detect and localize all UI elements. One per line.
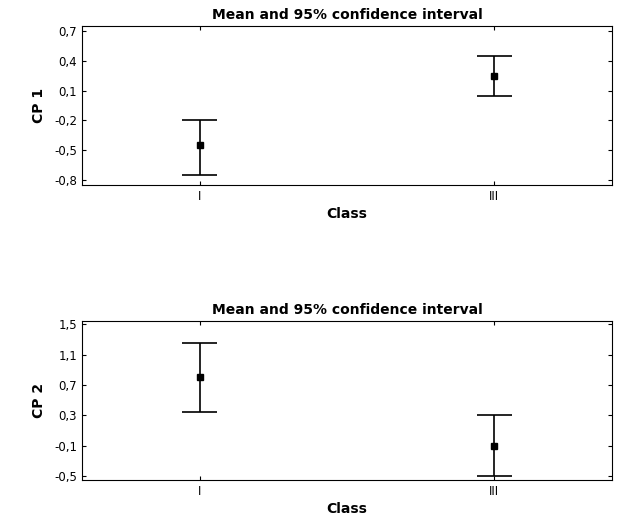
Title: Mean and 95% confidence interval: Mean and 95% confidence interval	[211, 8, 483, 22]
Y-axis label: CP 1: CP 1	[32, 88, 46, 123]
Y-axis label: CP 2: CP 2	[32, 383, 46, 418]
Title: Mean and 95% confidence interval: Mean and 95% confidence interval	[211, 302, 483, 317]
X-axis label: Class: Class	[327, 207, 367, 221]
X-axis label: Class: Class	[327, 502, 367, 516]
